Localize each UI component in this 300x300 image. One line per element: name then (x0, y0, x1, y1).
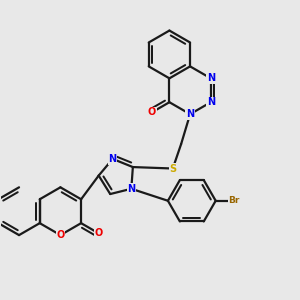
Text: N: N (207, 97, 215, 107)
Text: N: N (186, 109, 194, 119)
Text: Br: Br (229, 196, 240, 205)
Text: N: N (207, 73, 215, 83)
Text: O: O (148, 107, 156, 117)
Text: O: O (56, 230, 64, 240)
Text: O: O (94, 228, 103, 238)
Text: N: N (109, 154, 117, 164)
Text: S: S (169, 164, 176, 173)
Text: N: N (127, 184, 135, 194)
